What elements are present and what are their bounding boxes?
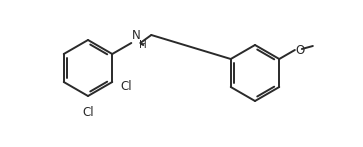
Text: H: H bbox=[139, 40, 147, 50]
Text: N: N bbox=[132, 29, 141, 42]
Text: O: O bbox=[296, 44, 305, 56]
Text: Cl: Cl bbox=[120, 80, 132, 92]
Text: Cl: Cl bbox=[82, 106, 94, 119]
